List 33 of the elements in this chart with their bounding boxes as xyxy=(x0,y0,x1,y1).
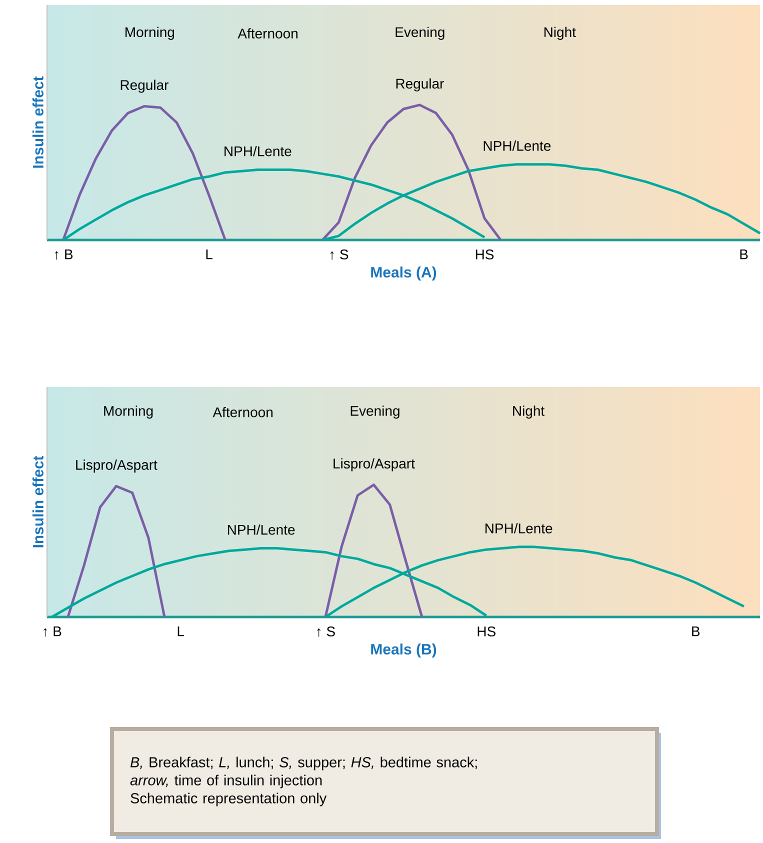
series-label: NPH/Lente xyxy=(228,524,295,535)
x-tick-label: ↑ S xyxy=(317,626,335,637)
series-label: NPH/Lente xyxy=(484,140,551,151)
text: Night xyxy=(513,406,545,419)
x-tick-label: B xyxy=(740,250,748,260)
series-label: Lispro/Aspart xyxy=(76,460,158,473)
series-label: Lispro/Aspart xyxy=(334,458,415,472)
x-axis-title: Meals (A) xyxy=(371,266,436,281)
x-tick-label: ↑ B xyxy=(44,626,62,637)
text: Schematic representation only xyxy=(130,792,327,806)
text: Evening xyxy=(396,26,444,40)
y-axis-title: Insulin effect xyxy=(32,76,44,168)
text: arrow, time of insulin injection xyxy=(130,774,322,788)
x-tick-label: ↑ B xyxy=(54,250,73,260)
x-tick-label: L xyxy=(206,250,212,260)
x-tick-label: HS xyxy=(476,250,494,260)
x-tick-label: L xyxy=(178,626,184,636)
x-tick-label: B xyxy=(692,626,700,636)
text: Night xyxy=(544,26,576,40)
x-tick-label: HS xyxy=(478,626,496,636)
y-axis-title: Insulin effect xyxy=(32,456,44,548)
x-axis-title: Meals (B) xyxy=(371,644,436,658)
series-label: Regular xyxy=(396,78,444,92)
text: Morning xyxy=(126,26,174,40)
x-tick-label: ↑ S xyxy=(330,250,348,260)
text: B, Breakfast; L, lunch; S, supper; HS, bedtime snack; xyxy=(130,756,477,770)
series-label: NPH/Lente xyxy=(224,146,292,156)
text: Evening xyxy=(350,406,400,419)
text: Afternoon xyxy=(212,406,273,418)
series-label: NPH/Lente xyxy=(486,523,552,534)
series-label: Regular xyxy=(120,80,168,93)
text: Morning xyxy=(104,406,153,419)
text: Afternoon xyxy=(238,28,298,38)
